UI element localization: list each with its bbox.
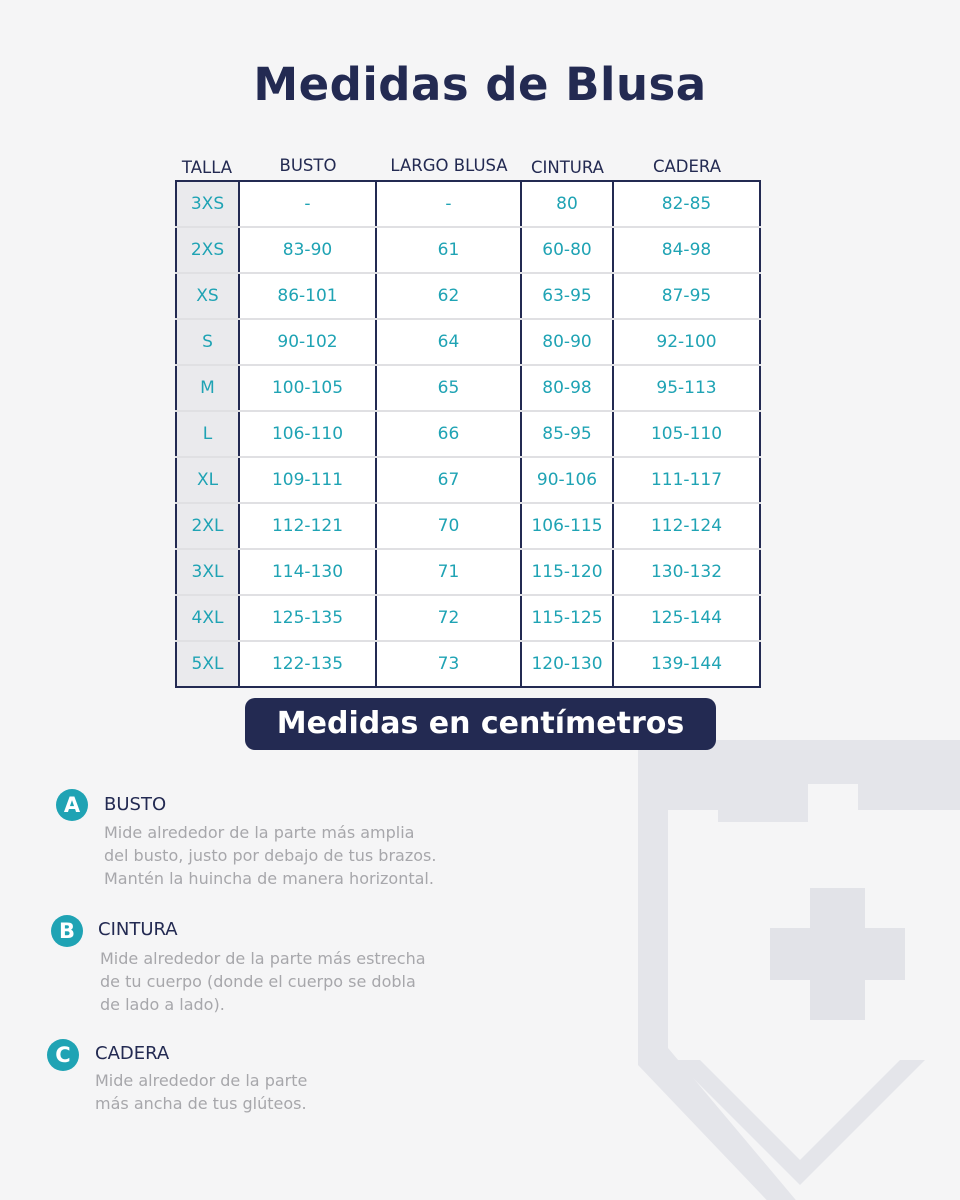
cell-cadera: 87-95 bbox=[613, 273, 760, 320]
cell-cadera: 84-98 bbox=[613, 227, 760, 274]
table-row: XS 86-101 62 63-95 87-95 bbox=[176, 273, 760, 320]
table-row: 2XS 83-90 61 60-80 84-98 bbox=[176, 227, 760, 274]
table-row: 2XL 112-121 70 106-115 112-124 bbox=[176, 503, 760, 550]
page-title: Medidas de Blusa bbox=[253, 58, 707, 111]
cell-cadera: 105-110 bbox=[613, 411, 760, 458]
desc-line: de tu cuerpo (donde el cuerpo se dobla bbox=[100, 972, 416, 991]
column-header-cintura: CINTURA bbox=[531, 158, 604, 177]
cell-largo-blusa: 72 bbox=[376, 595, 522, 642]
measurement-title-cadera: CADERA bbox=[95, 1043, 170, 1064]
column-header-largo-blusa: LARGO BLUSA bbox=[390, 156, 508, 175]
cell-talla: XL bbox=[176, 457, 240, 504]
cell-talla: 3XS bbox=[176, 181, 240, 228]
cell-busto: 125-135 bbox=[239, 595, 377, 642]
cell-largo-blusa: 73 bbox=[376, 641, 522, 687]
cell-cintura: 63-95 bbox=[521, 273, 614, 320]
cell-cadera: 82-85 bbox=[613, 181, 760, 228]
desc-line: del busto, justo por debajo de tus brazo… bbox=[104, 846, 437, 865]
cell-cintura: 90-106 bbox=[521, 457, 614, 504]
table-row: S 90-102 64 80-90 92-100 bbox=[176, 319, 760, 366]
cell-cadera: 130-132 bbox=[613, 549, 760, 596]
cell-cadera: 92-100 bbox=[613, 319, 760, 366]
cell-cintura: 80 bbox=[521, 181, 614, 228]
cell-largo-blusa: 70 bbox=[376, 503, 522, 550]
cell-largo-blusa: - bbox=[376, 181, 522, 228]
cell-talla: 2XS bbox=[176, 227, 240, 274]
measurement-desc-busto: Mide alrededor de la parte más amplia de… bbox=[104, 821, 436, 890]
cell-busto: 122-135 bbox=[239, 641, 377, 687]
cell-largo-blusa: 67 bbox=[376, 457, 522, 504]
cell-cintura: 80-98 bbox=[521, 365, 614, 412]
desc-line: Mide alrededor de la parte bbox=[95, 1071, 308, 1090]
badge-a: A bbox=[56, 789, 88, 821]
cell-cadera: 112-124 bbox=[613, 503, 760, 550]
cell-cintura: 80-90 bbox=[521, 319, 614, 366]
measurement-desc-cadera: Mide alrededor de la parte más ancha de … bbox=[95, 1069, 307, 1115]
cell-cadera: 111-117 bbox=[613, 457, 760, 504]
column-header-cadera: CADERA bbox=[652, 157, 722, 176]
table-row: 4XL 125-135 72 115-125 125-144 bbox=[176, 595, 760, 642]
cell-largo-blusa: 64 bbox=[376, 319, 522, 366]
desc-line: Mide alrededor de la parte más amplia bbox=[104, 823, 415, 842]
cell-cintura: 115-120 bbox=[521, 549, 614, 596]
column-header-busto: BUSTO bbox=[279, 156, 337, 175]
cell-busto: 100-105 bbox=[239, 365, 377, 412]
column-header-talla: TALLA bbox=[181, 158, 233, 177]
cell-largo-blusa: 62 bbox=[376, 273, 522, 320]
cell-cintura: 115-125 bbox=[521, 595, 614, 642]
cell-busto: 112-121 bbox=[239, 503, 377, 550]
measurement-desc-cintura: Mide alrededor de la parte más estrecha … bbox=[100, 947, 426, 1016]
badge-b: B bbox=[51, 915, 83, 947]
cell-cintura: 106-115 bbox=[521, 503, 614, 550]
measurement-title-busto: BUSTO bbox=[104, 794, 167, 815]
cell-talla: 2XL bbox=[176, 503, 240, 550]
cell-busto: 90-102 bbox=[239, 319, 377, 366]
cell-busto: 114-130 bbox=[239, 549, 377, 596]
table-row: 3XS - -80 82-85 bbox=[176, 181, 760, 228]
table-row: M 100-105 65 80-98 95-113 bbox=[176, 365, 760, 412]
cell-cadera: 125-144 bbox=[613, 595, 760, 642]
cell-busto: 109-111 bbox=[239, 457, 377, 504]
cell-cintura: 120-130 bbox=[521, 641, 614, 687]
cell-busto: 83-90 bbox=[239, 227, 377, 274]
cell-cadera: 139-144 bbox=[613, 641, 760, 687]
desc-line: Mide alrededor de la parte más estrecha bbox=[100, 949, 426, 968]
cell-largo-blusa: 66 bbox=[376, 411, 522, 458]
table-row: 5XL 122-135 73 120-130 139-144 bbox=[176, 641, 760, 687]
cell-cintura: 60-80 bbox=[521, 227, 614, 274]
cell-busto: 106-110 bbox=[239, 411, 377, 458]
cell-talla: 5XL bbox=[176, 641, 240, 687]
cell-largo-blusa: 61 bbox=[376, 227, 522, 274]
cell-cintura: 85-95 bbox=[521, 411, 614, 458]
cell-talla: 4XL bbox=[176, 595, 240, 642]
cell-talla: 3XL bbox=[176, 549, 240, 596]
cell-talla: XS bbox=[176, 273, 240, 320]
size-table: 3XS - -80 82-85 2XS 83-90 61 60-80 84-98 XS 86-101… bbox=[175, 180, 761, 688]
table-row: 3XL 114-130 71 115-120 130-132 bbox=[176, 549, 760, 596]
desc-line: Mantén la huincha de manera horizontal. bbox=[104, 869, 434, 888]
cell-busto: - bbox=[239, 181, 377, 228]
units-label: Medidas en centímetros bbox=[245, 698, 716, 750]
measurement-title-cintura: CINTURA bbox=[98, 919, 178, 940]
badge-c: C bbox=[47, 1039, 79, 1071]
table-row: XL 109-111 67 90-106 111-117 bbox=[176, 457, 760, 504]
cell-cadera: 95-113 bbox=[613, 365, 760, 412]
cell-talla: M bbox=[176, 365, 240, 412]
table-row: L 106-110 66 85-95 105-110 bbox=[176, 411, 760, 458]
cell-talla: S bbox=[176, 319, 240, 366]
desc-line: de lado a lado). bbox=[100, 995, 225, 1014]
cell-largo-blusa: 71 bbox=[376, 549, 522, 596]
cell-busto: 86-101 bbox=[239, 273, 377, 320]
desc-line: más ancha de tus glúteos. bbox=[95, 1094, 307, 1113]
cell-largo-blusa: 65 bbox=[376, 365, 522, 412]
cell-talla: L bbox=[176, 411, 240, 458]
